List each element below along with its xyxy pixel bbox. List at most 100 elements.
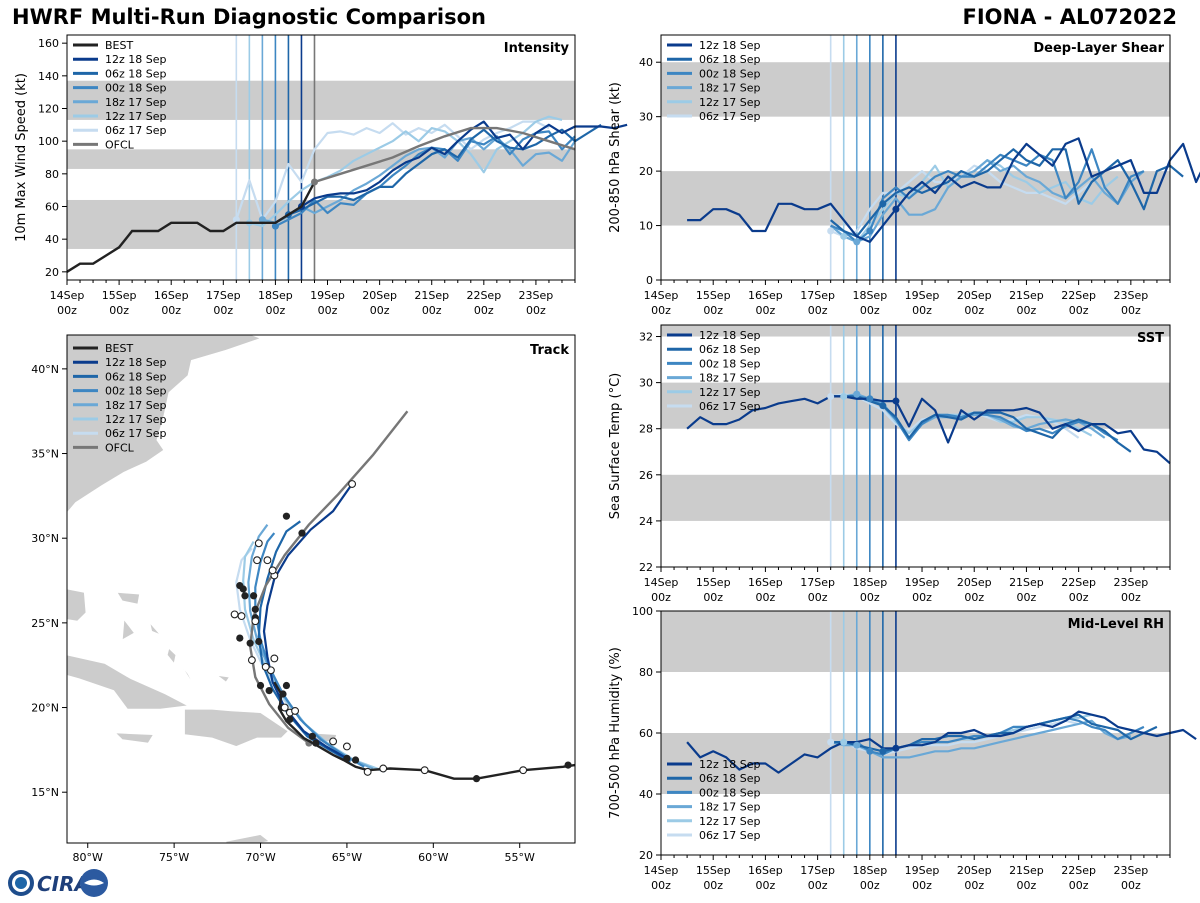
x-tick-sublabel: 00z	[474, 304, 494, 317]
threshold-band	[661, 171, 1170, 226]
land-mass	[116, 591, 141, 605]
y-tick-label: 24	[639, 515, 653, 528]
track-dot-open	[253, 556, 262, 565]
track-dot-filled	[241, 592, 249, 600]
x-tick-label: 60°W	[418, 851, 448, 864]
y-tick-label: 160	[38, 37, 59, 50]
legend-label: 12z 17 Sep	[105, 110, 167, 123]
series-init-dot	[271, 222, 279, 230]
series-line	[235, 120, 550, 221]
x-tick-label: 21Sep	[1009, 576, 1044, 589]
track-dot-open	[280, 703, 289, 712]
threshold-band	[661, 325, 1170, 337]
series-init-dot	[258, 216, 266, 224]
track-dot-filled	[250, 592, 258, 600]
x-tick-sublabel: 00z	[1121, 879, 1141, 892]
legend-label: 12z 18 Sep	[699, 39, 761, 52]
x-tick-sublabel: 00z	[912, 591, 932, 604]
x-tick-sublabel: 00z	[266, 304, 286, 317]
x-tick-sublabel: 00z	[1017, 591, 1037, 604]
track-dot-filled	[279, 690, 287, 698]
series-init-dot	[892, 397, 900, 405]
track-dot-filled	[298, 529, 306, 537]
y-tick-label: 120	[38, 103, 59, 116]
y-tick-label: 40°N	[31, 363, 59, 376]
legend-label: 06z 18 Sep	[699, 343, 761, 356]
x-tick-sublabel: 00z	[808, 879, 828, 892]
legend-label: 06z 17 Sep	[699, 400, 761, 413]
x-tick-label: 23Sep	[1113, 576, 1148, 589]
storm-id: FIONA - AL072022	[962, 5, 1177, 29]
y-tick-label: 32	[639, 331, 653, 344]
x-tick-sublabel: 00z	[860, 591, 880, 604]
y-tick-label: 25°N	[31, 617, 59, 630]
x-tick-label: 22Sep	[1061, 289, 1096, 302]
series-init-dot	[840, 738, 848, 746]
land-mass	[67, 335, 262, 514]
x-tick-label: 65°W	[332, 851, 362, 864]
x-tick-label: 20Sep	[362, 289, 397, 302]
panel-frame	[660, 34, 1171, 281]
x-tick-label: 17Sep	[800, 864, 835, 877]
y-tick-label: 20	[639, 849, 653, 862]
threshold-band	[661, 62, 1170, 117]
x-tick-label: 14Sep	[50, 289, 85, 302]
land-mass	[166, 647, 177, 665]
series-init-dot	[866, 227, 874, 235]
x-tick-label: 75°W	[159, 851, 189, 864]
track-dot-filled	[236, 582, 244, 590]
x-tick-label: 21Sep	[1009, 289, 1044, 302]
x-tick-label: 16Sep	[748, 576, 783, 589]
x-tick-sublabel: 00z	[370, 304, 390, 317]
y-tick-label: 35°N	[31, 448, 59, 461]
track-dot-filled	[255, 637, 263, 646]
track-dot-open	[251, 617, 260, 626]
legend-label: 06z 17 Sep	[105, 124, 167, 137]
panel-frame	[66, 34, 576, 281]
x-tick-label: 20Sep	[957, 289, 992, 302]
ofcl-init-dot	[310, 178, 318, 186]
track-dot-filled	[282, 681, 291, 690]
series-init-dot	[879, 747, 887, 755]
track-dot-open	[379, 764, 388, 773]
x-tick-label: 23Sep	[519, 289, 554, 302]
legend-label: 06z 17 Sep	[699, 110, 761, 123]
x-tick-sublabel: 00z	[1121, 304, 1141, 317]
track-dot-open	[254, 539, 263, 548]
legend-label: 00z 18 Sep	[699, 357, 761, 370]
track-dot-open	[342, 742, 351, 751]
y-tick-label: 30°N	[31, 532, 59, 545]
x-tick-sublabel: 00z	[1069, 591, 1089, 604]
x-tick-label: 19Sep	[310, 289, 345, 302]
x-tick-label: 19Sep	[905, 576, 940, 589]
panel-sst: 22 24 26 28 30 32 14Sep 00z 15Sep 00z 16Sep 00z 17Se…	[608, 324, 1171, 604]
track-dot-open	[261, 662, 270, 671]
legend-label: 00z 18 Sep	[699, 67, 761, 80]
threshold-band	[67, 149, 575, 169]
best-track	[273, 681, 575, 780]
track-dot-open	[291, 706, 300, 715]
series-init-dot	[827, 227, 835, 235]
y-tick-label: 140	[38, 70, 59, 83]
track-dot-open	[363, 767, 372, 776]
series-line	[288, 123, 602, 216]
x-tick-sublabel: 00z	[318, 304, 338, 317]
x-tick-sublabel: 00z	[109, 304, 129, 317]
track-dot-open	[230, 610, 239, 619]
legend-label: BEST	[105, 342, 133, 355]
y-axis-label: 700-500 hPa Humidity (%)	[608, 647, 623, 819]
track-dot-open	[270, 654, 279, 663]
panel-frame	[66, 334, 576, 844]
x-tick-sublabel: 00z	[526, 304, 546, 317]
series-init-dot	[892, 205, 900, 213]
y-tick-label: 20°N	[31, 702, 59, 715]
legend-label: 00z 18 Sep	[105, 82, 167, 95]
track-dot-open	[263, 556, 272, 565]
series-line	[686, 710, 1197, 774]
legend-label: 12z 18 Sep	[105, 53, 167, 66]
land-mass	[215, 674, 231, 683]
x-tick-label: 21Sep	[414, 289, 449, 302]
y-tick-label: 80	[45, 168, 59, 181]
